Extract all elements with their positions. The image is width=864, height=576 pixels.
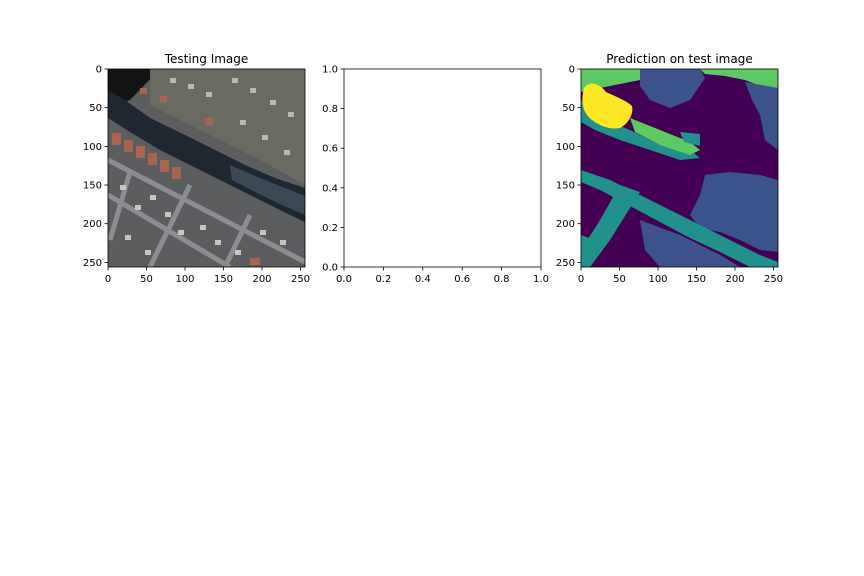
y-tick-label: 200: [556, 219, 575, 230]
x-tick-label: 100: [175, 274, 194, 285]
y-tick-label: 0.4: [322, 183, 338, 194]
x-tick-label: 200: [725, 274, 744, 285]
prediction-mask: [581, 69, 778, 267]
x-tick-label: 150: [687, 274, 706, 285]
y-tick-label: 100: [556, 142, 575, 153]
x-tick-label: 250: [291, 274, 310, 285]
mask-class-3-topright: [700, 69, 778, 88]
x-tick-label: 1.0: [533, 274, 549, 285]
x-tick-label: 0.2: [375, 274, 391, 285]
panel-empty: 0.0 0.2 0.4 0.6 0.8 1.0 0.0 0.2 0.4 0.6 …: [322, 65, 549, 286]
panel-title: Prediction on test image: [606, 52, 752, 66]
y-tick-label: 250: [83, 258, 102, 269]
x-tick-label: 50: [613, 274, 626, 285]
mask-class-2-small: [680, 132, 700, 146]
panel-title: Testing Image: [164, 52, 249, 66]
y-tick-label: 100: [83, 142, 102, 153]
mask-class-1-upper: [640, 69, 705, 108]
y-axis: 0 50 100 150 200 250: [556, 65, 581, 269]
y-tick-label: 200: [83, 219, 102, 230]
y-tick-label: 0: [96, 65, 102, 76]
panel-testing-image: Testing Image: [83, 52, 310, 285]
y-tick-label: 250: [556, 258, 575, 269]
image-light-roofs: [170, 78, 294, 155]
mask-class-3-band: [630, 118, 700, 155]
image-upper-block: [150, 69, 305, 185]
y-tick-label: 0: [569, 65, 575, 76]
satellite-image: [108, 69, 305, 267]
mask-class-1-lower: [690, 172, 778, 252]
y-tick-label: 150: [556, 181, 575, 192]
y-tick-label: 1.0: [322, 65, 338, 76]
mask-class-2-bottomleft: [581, 235, 595, 262]
x-tick-label: 0.4: [415, 274, 431, 285]
axes-frame: [343, 68, 542, 268]
x-tick-label: 0.0: [336, 274, 352, 285]
x-axis: 0.0 0.2 0.4 0.6 0.8 1.0: [336, 267, 549, 285]
image-red-roofs: [112, 88, 260, 265]
mask-class-4-blob: [582, 83, 633, 129]
y-tick-label: 0.2: [322, 223, 338, 234]
x-tick-label: 50: [140, 274, 153, 285]
x-tick-label: 0: [578, 274, 584, 285]
mask-class-2-left: [581, 185, 640, 267]
image-lower-houses: [120, 185, 286, 255]
y-tick-label: 150: [83, 181, 102, 192]
x-tick-label: 100: [648, 274, 667, 285]
axes-frame: [107, 68, 306, 268]
x-tick-label: 200: [252, 274, 271, 285]
mask-class-1-right: [745, 82, 778, 150]
panel-prediction: Prediction on test image: [556, 52, 783, 285]
y-tick-label: 0.8: [322, 104, 338, 115]
y-tick-label: 0.6: [322, 144, 338, 155]
x-axis: 0 50 100 150 200 250: [105, 267, 310, 285]
y-tick-label: 50: [562, 103, 575, 114]
axes-frame: [580, 68, 779, 268]
x-tick-label: 0.6: [454, 274, 470, 285]
x-axis: 0 50 100 150 200 250: [578, 267, 783, 285]
image-roads: [108, 157, 305, 267]
y-axis: 0.0 0.2 0.4 0.6 0.8 1.0: [322, 65, 344, 274]
mask-class-1-bottom: [640, 220, 740, 267]
x-tick-label: 150: [214, 274, 233, 285]
x-tick-label: 0: [105, 274, 111, 285]
x-tick-label: 250: [764, 274, 783, 285]
y-tick-label: 0.0: [322, 263, 338, 274]
image-river-highlight: [230, 165, 305, 215]
y-tick-label: 50: [89, 103, 102, 114]
y-axis: 0 50 100 150 200 250: [83, 65, 108, 269]
x-tick-label: 0.8: [494, 274, 510, 285]
